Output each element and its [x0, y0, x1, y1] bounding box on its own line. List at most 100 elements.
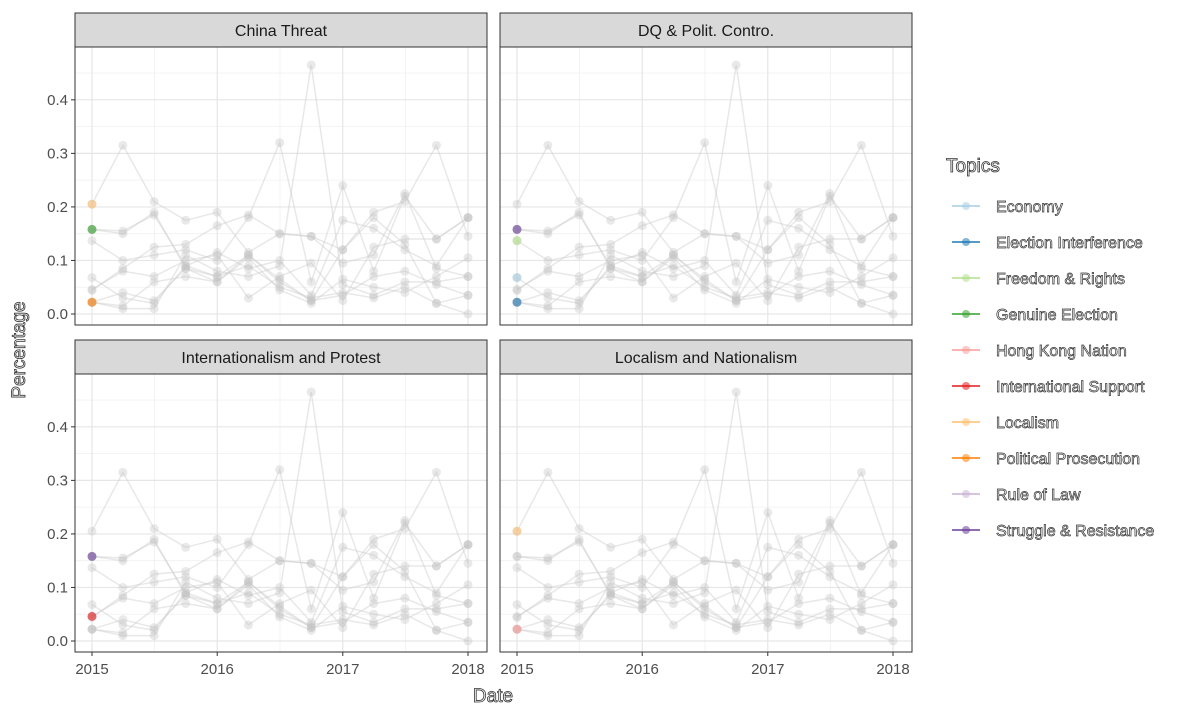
- data-point: [668, 580, 678, 590]
- legend-key-point: [962, 454, 970, 462]
- data-point: [431, 234, 441, 244]
- data-point: [606, 572, 616, 582]
- data-point: [306, 387, 316, 397]
- data-point: [275, 255, 285, 265]
- x-tick-label: 2016: [201, 661, 234, 678]
- series-line: [91, 264, 469, 315]
- data-point: [856, 234, 866, 244]
- data-point: [87, 624, 97, 634]
- data-point: [338, 245, 348, 255]
- data-point: [275, 556, 285, 566]
- legend-items: Economy Election Interference Freedom & Ri…: [952, 199, 1155, 540]
- data-point: [794, 282, 804, 292]
- data-point: [543, 467, 553, 477]
- data-point: [463, 272, 473, 282]
- data-point: [888, 540, 898, 550]
- data-point: [306, 620, 316, 630]
- data-point: [512, 284, 522, 294]
- legend-label: Localism: [996, 415, 1059, 432]
- data-point: [856, 625, 866, 635]
- data-point: [606, 577, 616, 587]
- data-point: [700, 277, 710, 287]
- data-point: [463, 540, 473, 550]
- data-point: [574, 604, 584, 614]
- data-point: [888, 213, 898, 223]
- data-point: [574, 197, 584, 207]
- data-point: [543, 628, 553, 638]
- data-point: [338, 181, 348, 190]
- data-point: [888, 540, 898, 550]
- series-line: [516, 543, 894, 629]
- data-point: [431, 599, 441, 609]
- data-point: [763, 258, 773, 268]
- data-point: [431, 277, 441, 287]
- data-point: [543, 556, 553, 566]
- data-point: [763, 601, 773, 611]
- data-point: [463, 617, 473, 627]
- data-point: [606, 255, 616, 265]
- legend-item: Political Prosecution: [952, 451, 1140, 468]
- data-point: [118, 288, 128, 298]
- series-line: [516, 540, 894, 624]
- data-point: [574, 210, 584, 220]
- data-point: [637, 221, 647, 231]
- data-point: [306, 296, 316, 306]
- data-point: [731, 623, 741, 633]
- data-point: [700, 556, 710, 566]
- data-point: [637, 250, 647, 260]
- series-line: [91, 470, 469, 581]
- data-point: [888, 253, 898, 263]
- data-point: [369, 540, 379, 550]
- data-point: [118, 593, 128, 603]
- data-point: [668, 574, 678, 584]
- data-point: [825, 572, 835, 582]
- data-point: [825, 593, 835, 603]
- data-point: [856, 590, 866, 600]
- data-point: [463, 540, 473, 550]
- data-point: [574, 569, 584, 579]
- data-point: [637, 604, 647, 614]
- data-point: [431, 561, 441, 571]
- data-point: [637, 266, 647, 276]
- data-point: [275, 282, 285, 292]
- data-point: [668, 247, 678, 257]
- data-point: [306, 231, 316, 241]
- data-point: [637, 272, 647, 282]
- data-point: [118, 229, 128, 239]
- data-point: [181, 599, 191, 609]
- panel-4: Localism and Nationalism 2015 2016 2017 2018: [499, 339, 913, 678]
- data-point: [731, 258, 741, 268]
- data-point: [463, 253, 473, 263]
- data-point: [338, 296, 348, 306]
- highlight-point: [512, 236, 522, 246]
- data-point: [243, 577, 253, 587]
- series-line: [516, 391, 894, 637]
- data-point: [369, 593, 379, 603]
- data-point: [431, 625, 441, 635]
- data-point: [400, 566, 410, 576]
- data-point: [275, 556, 285, 566]
- data-point: [606, 239, 616, 249]
- y-tick-label: 0.0: [47, 306, 68, 323]
- data-point: [606, 590, 616, 600]
- data-point: [763, 572, 773, 582]
- data-point: [369, 266, 379, 276]
- data-point: [668, 599, 678, 609]
- data-point: [637, 599, 647, 609]
- legend-key-point: [962, 274, 970, 282]
- data-point: [794, 250, 804, 260]
- data-point: [212, 574, 222, 584]
- data-point: [794, 550, 804, 560]
- data-point: [212, 582, 222, 592]
- panel-strip: [74, 339, 488, 375]
- data-point: [306, 623, 316, 633]
- data-point: [463, 290, 473, 300]
- series-line: [516, 143, 894, 254]
- data-point: [306, 258, 316, 268]
- data-point: [400, 277, 410, 287]
- data-point: [149, 569, 159, 579]
- legend-item: Rule of Law: [952, 487, 1081, 504]
- series-line: [91, 467, 469, 612]
- data-point: [275, 588, 285, 598]
- data-point: [856, 140, 866, 150]
